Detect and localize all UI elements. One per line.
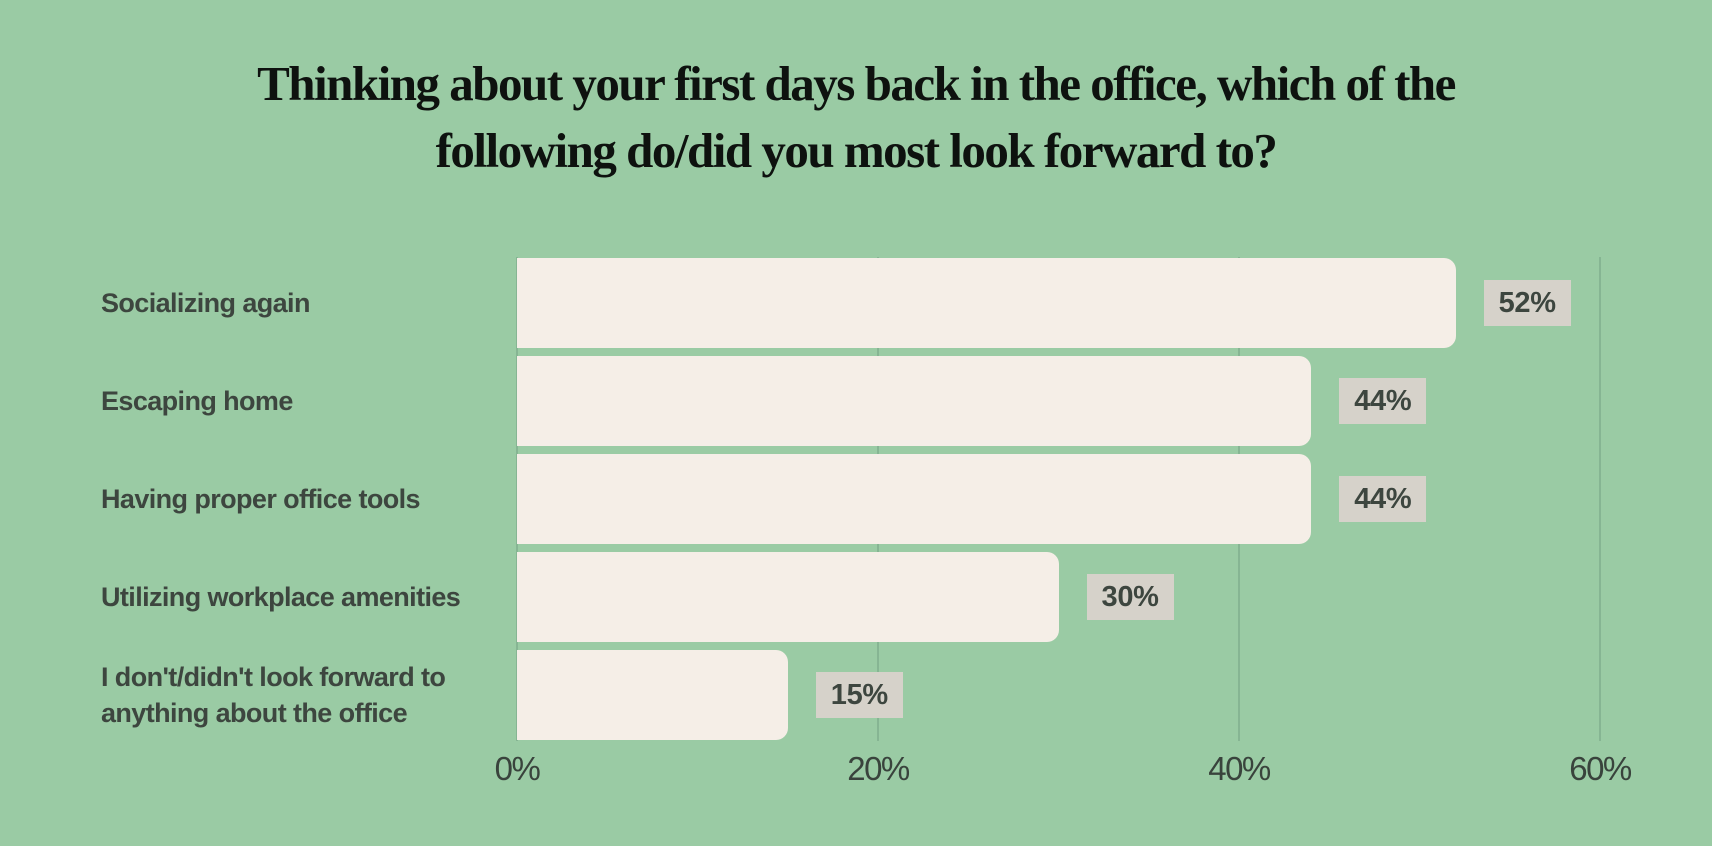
x-tick-label: 60%	[1569, 750, 1632, 787]
category-label: Having proper office tools	[101, 484, 421, 514]
chart-title: Thinking about your first days back in t…	[0, 50, 1712, 184]
value-chip: 15%	[815, 672, 903, 718]
bar	[517, 454, 1312, 544]
category-label: Socializing again	[101, 288, 310, 318]
bar-row: Having proper office tools 44%	[0, 454, 1712, 544]
x-tick-label: 0%	[494, 750, 541, 787]
bar	[517, 258, 1456, 348]
bar-row: Socializing again 52%	[0, 258, 1712, 348]
bar	[517, 356, 1312, 446]
value-chip: 44%	[1339, 378, 1427, 424]
bar-row: I don't/didn't look forward to anything …	[0, 650, 1712, 740]
bar	[517, 552, 1059, 642]
category-label: Escaping home	[101, 386, 293, 416]
bar-row: Utilizing workplace amenities 30%	[0, 552, 1712, 642]
bar-row: Escaping home 44%	[0, 356, 1712, 446]
value-chip: 44%	[1339, 476, 1427, 522]
chart-title-line-2: following do/did you most look forward t…	[435, 123, 1278, 178]
category-label: I don't/didn't look forward to anything …	[101, 662, 446, 728]
gridline-60pct	[1599, 257, 1601, 741]
value-chip: 52%	[1483, 280, 1571, 326]
category-label: Utilizing workplace amenities	[101, 582, 461, 612]
bar	[517, 650, 788, 740]
value-chip: 30%	[1086, 574, 1174, 620]
chart-title-line-1: Thinking about your first days back in t…	[257, 56, 1456, 111]
x-tick-label: 40%	[1208, 750, 1271, 787]
x-tick-label: 20%	[847, 750, 910, 787]
